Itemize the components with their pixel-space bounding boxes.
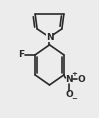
Text: F: F (18, 50, 24, 59)
Text: O: O (77, 75, 85, 84)
Text: +: + (71, 71, 77, 77)
Text: N: N (65, 75, 73, 84)
Text: O: O (65, 91, 73, 99)
Text: −: − (71, 96, 77, 102)
Text: N: N (46, 33, 53, 42)
